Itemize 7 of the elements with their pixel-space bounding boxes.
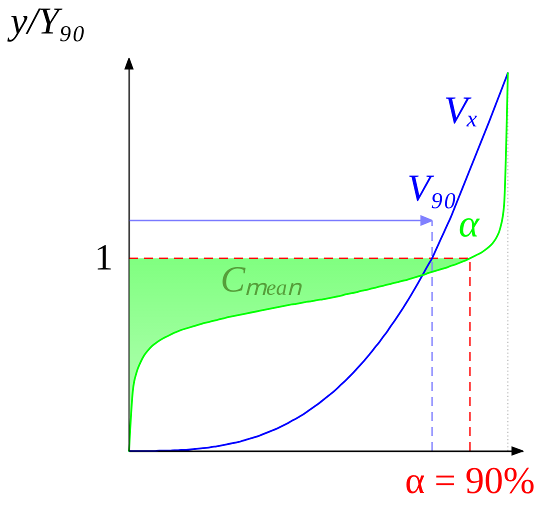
annotation: Cₘₑₐₙ	[220, 260, 303, 301]
series-label: α	[458, 202, 481, 246]
series-label: Vₓ	[444, 88, 479, 132]
ref-line-label: 1	[94, 237, 113, 278]
ref-line-label: V₉₀	[407, 167, 457, 210]
text: α = 90%	[404, 460, 535, 502]
y-axis-title: y/Y₉₀	[6, 0, 86, 42]
